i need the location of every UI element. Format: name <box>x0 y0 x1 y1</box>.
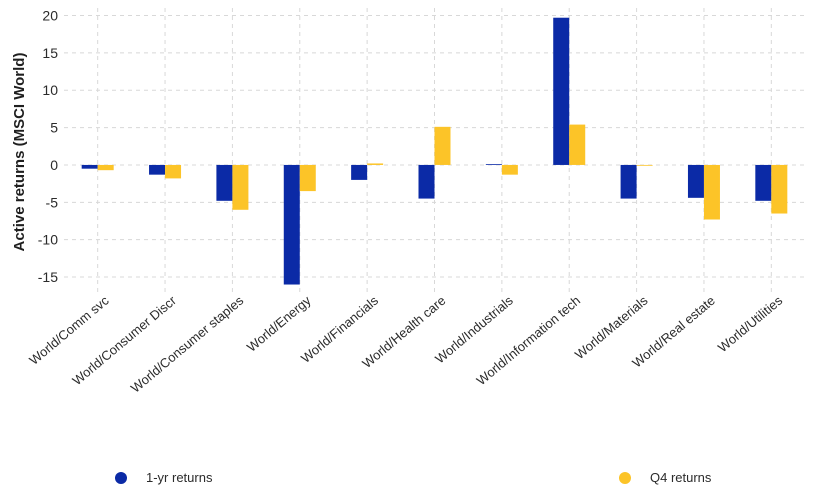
bar-q4 <box>636 164 653 166</box>
y-tick-label: 10 <box>42 82 58 98</box>
bar-q4 <box>703 164 720 220</box>
bar-q4 <box>299 164 316 192</box>
y-tick-label: -5 <box>46 194 59 210</box>
bar-q4 <box>97 164 114 171</box>
bar-1yr <box>755 164 772 201</box>
y-tick-label: 0 <box>50 157 58 173</box>
y-tick-label: -15 <box>38 269 58 285</box>
y-axis-label: Active returns (MSCI World) <box>11 53 28 252</box>
legend-marker-q4 <box>619 472 631 484</box>
bars <box>81 17 788 285</box>
bar-1yr <box>149 164 166 175</box>
bar-q4 <box>569 124 586 165</box>
bar-1yr <box>81 164 98 169</box>
x-category-label: World/Energy <box>244 292 314 354</box>
y-axis-ticks: 20 15 10 5 0 -5 -10 -15 <box>38 7 58 285</box>
bar-1yr <box>216 164 233 201</box>
bar-1yr <box>620 164 637 199</box>
legend: 1-yr returns Q4 returns <box>115 470 712 485</box>
bar-q4 <box>165 164 182 179</box>
bar-q4 <box>232 164 249 210</box>
legend-label-1yr: 1-yr returns <box>146 470 213 485</box>
bar-1yr <box>283 164 300 285</box>
x-category-label: World/Utilities <box>715 292 786 355</box>
bar-q4 <box>434 126 451 165</box>
y-tick-label: 5 <box>50 120 58 136</box>
legend-marker-1yr <box>115 472 127 484</box>
legend-label-q4: Q4 returns <box>650 470 712 485</box>
bar-1yr <box>485 164 502 165</box>
y-tick-label: -10 <box>38 232 58 248</box>
y-tick-label: 20 <box>42 7 58 23</box>
x-category-label: World/Consumer staples <box>128 292 247 395</box>
bar-1yr <box>687 164 704 198</box>
bar-1yr <box>553 17 570 165</box>
bar-1yr <box>418 164 435 199</box>
bar-1yr <box>351 164 368 180</box>
y-tick-label: 15 <box>42 45 58 61</box>
bar-q4 <box>501 164 518 175</box>
bar-q4 <box>771 164 788 214</box>
bar-q4 <box>367 163 384 165</box>
